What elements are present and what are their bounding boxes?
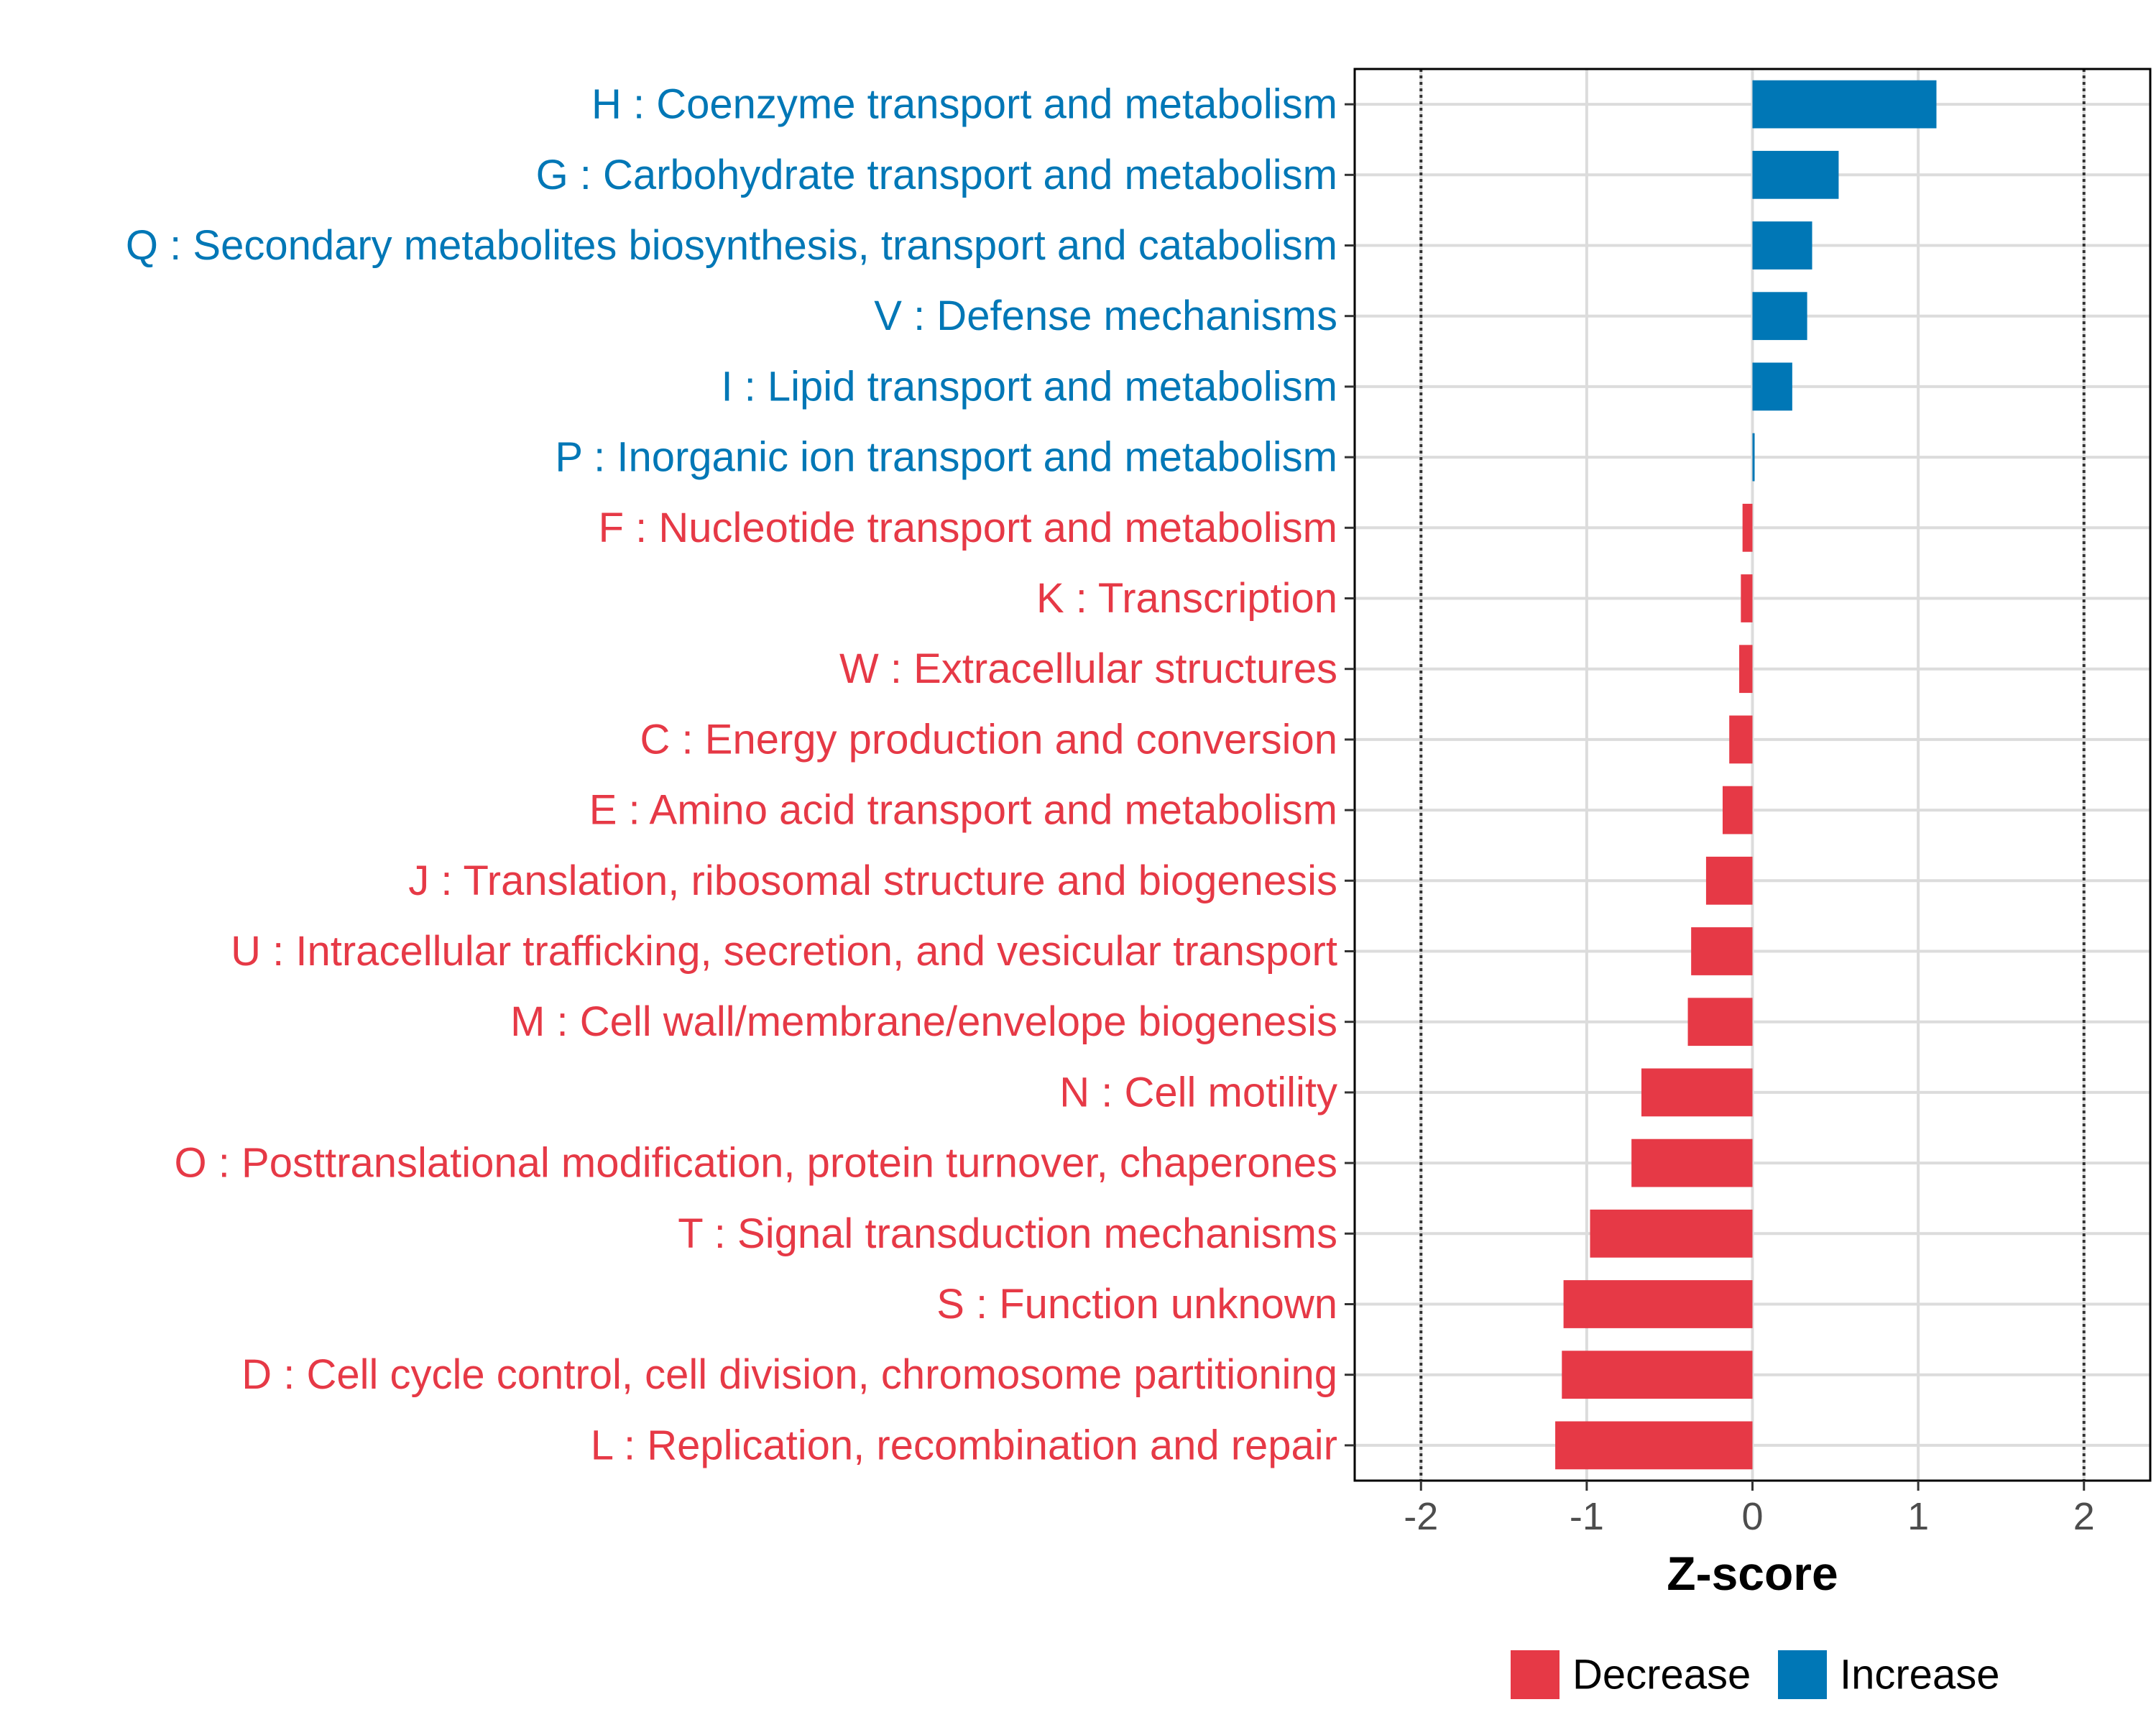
bar <box>1752 292 1807 341</box>
bar <box>1555 1421 1753 1470</box>
legend-label-increase: Increase <box>1840 1652 1999 1698</box>
x-tick-label: 2 <box>2073 1495 2095 1538</box>
bar <box>1752 150 1839 199</box>
category-label: L : Replication, recombination and repai… <box>591 1422 1337 1468</box>
bar <box>1687 998 1753 1046</box>
reference-lines <box>1419 69 2086 1481</box>
legend-swatch-increase <box>1778 1650 1827 1699</box>
bar <box>1752 433 1755 482</box>
bar <box>1691 927 1753 975</box>
x-tick-label: 0 <box>1741 1495 1763 1538</box>
category-label: T : Signal transduction mechanisms <box>678 1210 1337 1257</box>
category-label: D : Cell cycle control, cell division, c… <box>241 1351 1337 1398</box>
category-label: O : Posttranslational modification, prot… <box>175 1140 1337 1187</box>
category-label: Q : Secondary metabolites biosynthesis, … <box>126 222 1337 269</box>
category-label: H : Coenzyme transport and metabolism <box>591 81 1337 128</box>
bar <box>1705 856 1753 905</box>
x-tick-label: -2 <box>1404 1495 1438 1538</box>
bar <box>1729 715 1753 764</box>
bar <box>1590 1209 1753 1258</box>
bar <box>1631 1138 1753 1187</box>
bar <box>1563 1280 1753 1328</box>
x-axis-title: Z-score <box>1667 1547 1838 1600</box>
bar <box>1562 1351 1753 1399</box>
category-label: N : Cell motility <box>1059 1069 1337 1116</box>
category-label: G : Carbohydrate transport and metabolis… <box>536 152 1337 198</box>
bars-layer <box>1555 80 1937 1470</box>
category-label: M : Cell wall/membrane/envelope biogenes… <box>510 998 1337 1045</box>
category-label: P : Inorganic ion transport and metaboli… <box>555 434 1337 481</box>
bar <box>1752 362 1792 411</box>
bar <box>1722 786 1753 834</box>
grid-layer <box>1355 69 2150 1481</box>
category-label: S : Function unknown <box>936 1281 1337 1328</box>
x-tick-label: 1 <box>1907 1495 1929 1538</box>
category-label: W : Extracellular structures <box>839 645 1337 692</box>
category-label: U : Intracellular trafficking, secretion… <box>231 928 1337 975</box>
category-label: I : Lipid transport and metabolism <box>721 363 1337 410</box>
bar <box>1739 645 1753 694</box>
category-label: V : Defense mechanisms <box>874 293 1337 339</box>
y-axis-ticks <box>1345 103 1355 1447</box>
bar <box>1641 1068 1753 1117</box>
x-tick-label: -1 <box>1570 1495 1604 1538</box>
bar <box>1742 503 1753 552</box>
category-label: J : Translation, ribosomal structure and… <box>408 857 1337 904</box>
legend-label-decrease: Decrease <box>1572 1652 1751 1698</box>
x-axis-ticks <box>1419 1481 2086 1491</box>
legend-swatch-decrease <box>1511 1650 1560 1699</box>
bar <box>1741 574 1753 622</box>
legend: Decrease Increase <box>1511 1650 1999 1699</box>
category-labels: H : Coenzyme transport and metabolism G :… <box>126 81 1337 1469</box>
bar <box>1752 80 1937 129</box>
category-label: F : Nucleotide transport and metabolism <box>599 505 1337 551</box>
category-label: E : Amino acid transport and metabolism <box>589 787 1337 834</box>
x-tick-labels: -2 -1 0 1 2 <box>1404 1495 2095 1538</box>
category-label: C : Energy production and conversion <box>640 716 1337 763</box>
bar <box>1752 221 1812 270</box>
category-label: K : Transcription <box>1036 575 1337 622</box>
